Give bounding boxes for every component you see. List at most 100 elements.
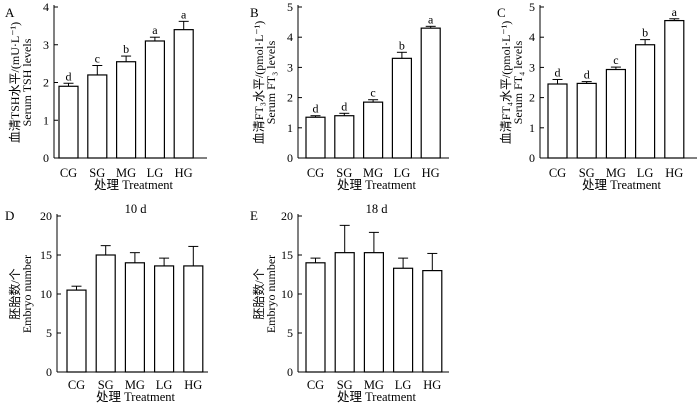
category-label: SG <box>336 166 352 180</box>
y-axis-title-en: Embryo number <box>264 255 278 333</box>
bar-sg <box>334 115 355 159</box>
category-label: CG <box>60 166 77 180</box>
significance-letter: a <box>428 12 434 26</box>
bar-sg <box>87 74 108 159</box>
significance-letter: d <box>341 99 347 113</box>
significance-letter: d <box>555 65 561 79</box>
category-label: CG <box>307 378 324 392</box>
y-tick-label: 15 <box>40 248 52 262</box>
y-tick-label: 1 <box>43 113 49 127</box>
category-label: MG <box>125 378 145 392</box>
x-axis-title: 处理 Treatment <box>337 178 417 192</box>
y-tick-label: 1 <box>529 121 535 135</box>
category-label: MG <box>606 166 626 180</box>
bar-lg <box>154 265 175 373</box>
y-tick-label: 4 <box>529 30 535 44</box>
bar-hg <box>422 270 443 373</box>
y-tick-label: 0 <box>43 151 49 165</box>
category-label: MG <box>116 166 136 180</box>
category-label: HG <box>184 378 202 392</box>
bar-hg <box>664 19 685 159</box>
y-axis-title-en: Embryo number <box>20 255 34 333</box>
significance-letter: c <box>370 86 375 100</box>
bar-cg <box>547 83 568 159</box>
bar-sg <box>576 82 597 159</box>
x-axis-title: 处理 Treatment <box>94 178 174 192</box>
y-axis-title: 血清TSH水平/(mU·L⁻¹)Serum TSH levels <box>8 22 34 143</box>
y-tick-label: 3 <box>287 60 293 74</box>
significance-letter: a <box>672 5 678 19</box>
significance-letter: d <box>584 68 590 82</box>
bar-mg <box>605 68 627 159</box>
bar-lg <box>393 267 414 373</box>
significance-letter: b <box>642 26 648 40</box>
bar-hg <box>420 27 441 159</box>
y-axis-title-cn: 血清FT₄水平/(pmol·L⁻¹) <box>499 21 513 144</box>
bar-mg <box>124 262 146 373</box>
category-label: SG <box>579 166 595 180</box>
x-axis-title: 处理 Treatment <box>96 390 176 404</box>
y-tick-label: 20 <box>281 209 293 223</box>
category-label: SG <box>98 378 114 392</box>
bar-cg <box>66 289 87 373</box>
category-label: LG <box>147 166 164 180</box>
chart-panel-e: E 0 5 10 15 20 CG SG MG LG HG 处理 Treatment 胚胎数/个Embr… <box>250 202 449 404</box>
y-tick-label: 0 <box>529 151 535 165</box>
bar-lg <box>634 44 656 159</box>
panel-label: D <box>5 208 14 223</box>
chart-panel-b: B 0 1 2 3 4 5 d CG d SG c MG b LG a HG 处理 Treatment 血清FT₃水… <box>250 0 449 192</box>
y-tick-label: 0 <box>287 151 293 165</box>
x-axis-title: 处理 Treatment <box>582 178 662 192</box>
y-tick-label: 2 <box>287 91 293 105</box>
category-label: CG <box>68 378 85 392</box>
category-label: MG <box>364 378 384 392</box>
y-tick-label: 2 <box>43 76 49 90</box>
y-tick-label: 5 <box>287 326 293 340</box>
panel-label: A <box>5 5 15 20</box>
y-tick-label: 10 <box>281 287 293 301</box>
category-label: HG <box>175 166 193 180</box>
y-axis-title: 胚胎数/个Embryo number <box>7 255 34 333</box>
chart-title: 10 d <box>125 202 148 216</box>
y-tick-label: 20 <box>40 209 52 223</box>
bar-sg <box>334 252 355 373</box>
x-axis-title: 处理 Treatment <box>337 390 417 404</box>
y-tick-label: 5 <box>46 326 52 340</box>
category-label: LG <box>394 166 411 180</box>
y-tick-label: 5 <box>529 0 535 14</box>
category-label: LG <box>156 378 173 392</box>
significance-letter: c <box>95 52 100 66</box>
significance-letter: a <box>181 7 187 21</box>
y-axis-title-cn: 胚胎数/个 <box>7 268 22 319</box>
y-tick-label: 1 <box>287 121 293 135</box>
significance-letter: b <box>399 38 405 52</box>
y-axis-title: 血清FT₄水平/(pmol·L⁻¹)Serum FT₄ levels <box>499 21 525 144</box>
y-axis-title-cn: 胚胎数/个 <box>251 268 266 319</box>
significance-letter: b <box>123 42 129 56</box>
bar-cg <box>305 116 326 159</box>
chart-panel-d: D 0 5 10 15 20 CG SG MG LG HG 处理 Treatment 胚胎数/个Embr… <box>5 202 208 404</box>
significance-letter: d <box>313 102 319 116</box>
category-label: HG <box>423 378 441 392</box>
y-tick-label: 2 <box>529 91 535 105</box>
y-tick-label: 3 <box>529 60 535 74</box>
bar-mg <box>115 61 137 159</box>
bar-mg <box>363 101 384 159</box>
panel-label: B <box>250 5 259 20</box>
category-label: MG <box>363 166 383 180</box>
y-axis-title-en: Serum FT₃ levels <box>264 40 278 124</box>
bar-sg <box>95 254 116 373</box>
y-axis-title: 胚胎数/个Embryo number <box>251 255 278 333</box>
category-label: CG <box>307 166 324 180</box>
category-label: HG <box>665 166 683 180</box>
y-tick-label: 5 <box>287 0 293 14</box>
panel-label: E <box>250 208 258 223</box>
category-label: LG <box>395 378 412 392</box>
y-axis-title-en: Serum FT₄ levels <box>511 40 525 124</box>
bar-hg <box>173 29 194 159</box>
bar-hg <box>183 265 204 373</box>
bar-lg <box>144 40 165 159</box>
y-tick-label: 0 <box>46 365 52 379</box>
